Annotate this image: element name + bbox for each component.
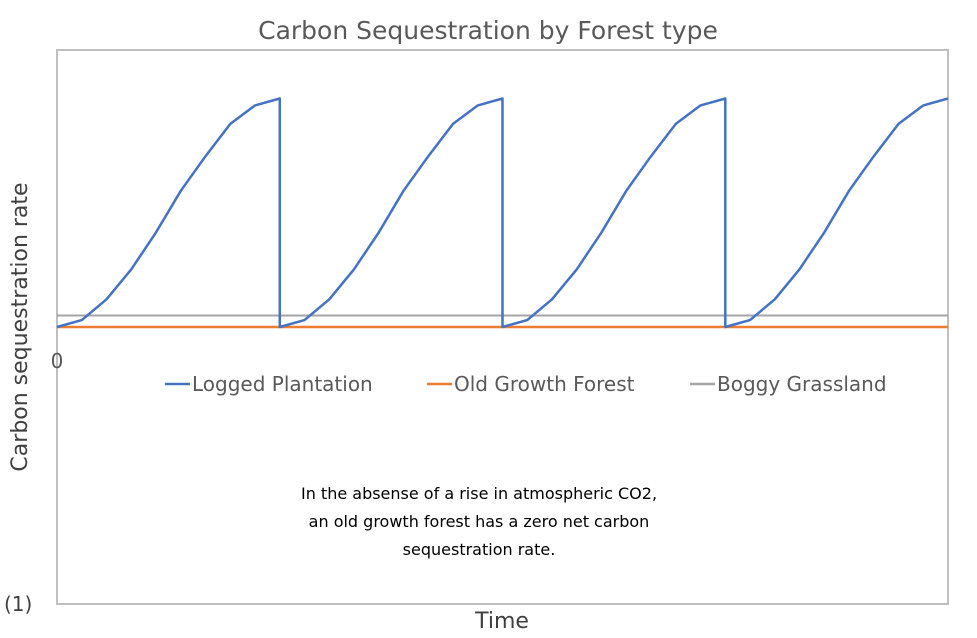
legend: Logged Plantation Old Growth Forest Boggy … <box>165 372 887 396</box>
y-axis-label: Carbon sequestration rate <box>8 182 33 471</box>
series-layer <box>56 97 949 329</box>
legend-label: Logged Plantation <box>192 372 373 396</box>
annotation-line-1: In the absense of a rise in atmospheric … <box>301 484 657 503</box>
annotation-line-3: sequestration rate. <box>403 540 556 559</box>
legend-item-logged-plantation: Logged Plantation <box>165 372 373 396</box>
series-line-logged-plantation <box>56 97 949 329</box>
legend-label: Boggy Grassland <box>717 372 887 396</box>
y-tick-label-0: 0 <box>51 349 64 373</box>
legend-label: Old Growth Forest <box>454 372 635 396</box>
x-axis-label: Time <box>474 609 529 634</box>
figure-label: (1) <box>4 592 32 616</box>
chart-title: Carbon Sequestration by Forest type <box>258 16 718 45</box>
annotation-line-2: an old growth forest has a zero net carb… <box>309 512 650 531</box>
legend-item-old-growth-forest: Old Growth Forest <box>427 372 635 396</box>
legend-item-boggy-grassland: Boggy Grassland <box>690 372 887 396</box>
